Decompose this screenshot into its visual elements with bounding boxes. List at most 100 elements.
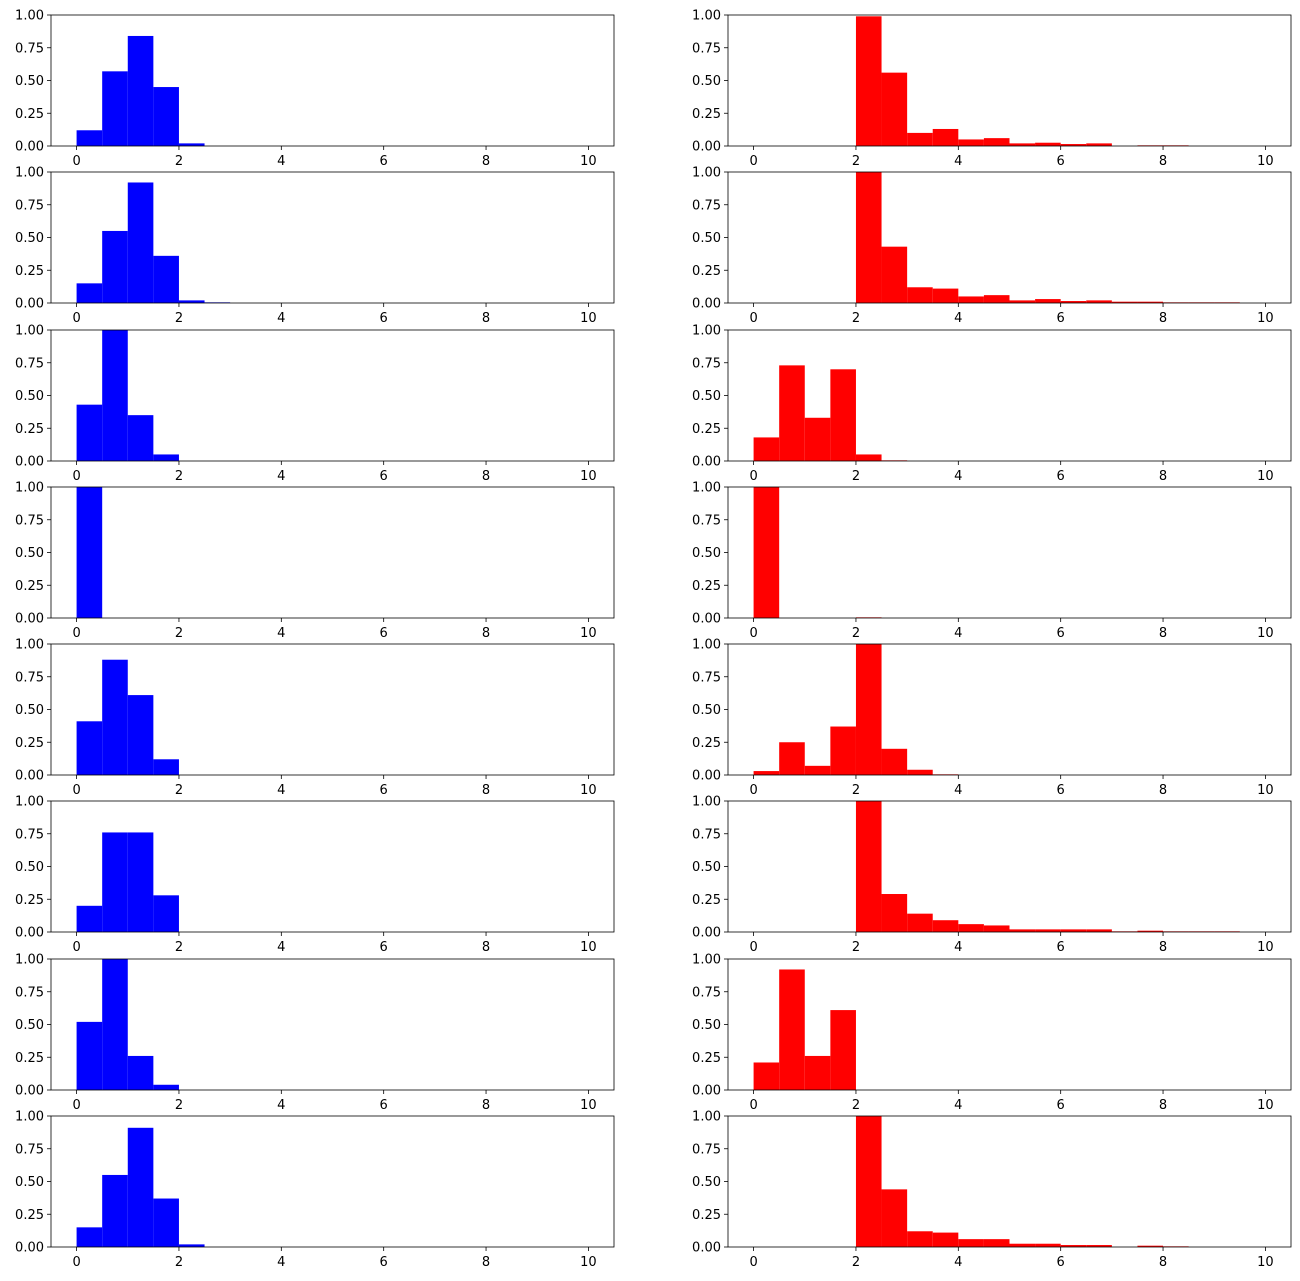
histogram-bar — [76, 404, 103, 461]
histogram-bar — [983, 925, 1010, 932]
x-tick-label: 2 — [175, 626, 183, 641]
x-tick-label: 4 — [277, 783, 285, 798]
x-tick-label: 2 — [852, 469, 860, 484]
x-tick-label: 10 — [580, 1255, 597, 1270]
histogram-bar — [907, 132, 933, 146]
histogram-bar — [127, 415, 154, 461]
y-tick-label: 0.25 — [15, 264, 44, 279]
x-tick-label: 6 — [1057, 154, 1065, 169]
x-tick-label: 10 — [1257, 311, 1274, 326]
y-tick-label: 0.00 — [692, 926, 721, 941]
y-tick-label: 0.25 — [692, 893, 721, 908]
x-tick-label: 6 — [380, 469, 388, 484]
x-tick-label: 8 — [1159, 940, 1167, 955]
histogram-bar — [1060, 929, 1087, 932]
histogram-bar — [153, 895, 179, 932]
y-tick-label: 1.00 — [15, 1110, 44, 1125]
histogram-bar — [127, 35, 154, 146]
x-tick-label: 0 — [749, 1255, 757, 1270]
subplot-r6-c0: 0 2 4 6 8 10 0.00 0.25 0.50 0.75 1.00 — [15, 953, 615, 1113]
histogram-bar — [76, 905, 103, 932]
y-tick-label: 1.00 — [692, 1110, 721, 1125]
y-tick-label: 0.00 — [15, 140, 44, 155]
x-tick-label: 6 — [1057, 1098, 1065, 1113]
histogram-bar — [153, 1198, 179, 1247]
bars — [753, 487, 882, 618]
subplot-r5-c0: 0 2 4 6 8 10 0.00 0.25 0.50 0.75 1.00 — [15, 795, 615, 955]
x-tick-label: 10 — [1257, 783, 1274, 798]
x-tick-label: 4 — [954, 1098, 962, 1113]
x-tick-label: 10 — [1257, 940, 1274, 955]
histogram-bar — [932, 288, 959, 303]
x-tick-label: 8 — [1159, 154, 1167, 169]
histogram-bar — [76, 721, 103, 775]
y-tick-label: 0.00 — [692, 1084, 721, 1099]
x-tick-label: 6 — [380, 940, 388, 955]
axes-frame — [727, 14, 1292, 147]
histogram-bar — [153, 454, 179, 461]
x-tick-label: 6 — [1057, 469, 1065, 484]
bars — [76, 832, 179, 932]
x-tick-label: 2 — [852, 1255, 860, 1270]
x-tick-label: 0 — [749, 783, 757, 798]
histogram-bar — [1009, 300, 1036, 303]
histogram-bar — [830, 1010, 856, 1090]
histogram-bar — [779, 742, 805, 775]
x-tick-label: 4 — [954, 783, 962, 798]
x-tick-label: 0 — [749, 940, 757, 955]
x-tick-label: 6 — [380, 311, 388, 326]
histogram-bar — [127, 182, 154, 303]
y-tick-label: 0.50 — [15, 1175, 44, 1190]
histogram-bar — [958, 1239, 984, 1247]
y-tick-label: 1.00 — [692, 795, 721, 810]
histogram-bar — [1086, 1245, 1112, 1247]
x-tick-label: 2 — [175, 311, 183, 326]
subplot-r3-c0: 0 2 4 6 8 10 0.00 0.25 0.50 0.75 1.00 — [15, 481, 615, 641]
x-tick-label: 0 — [72, 311, 80, 326]
y-tick-label: 0.25 — [15, 1208, 44, 1223]
x-tick-label: 10 — [1257, 154, 1274, 169]
x-tick-label: 0 — [749, 469, 757, 484]
y-tick-label: 0.50 — [15, 703, 44, 718]
x-tick-label: 2 — [175, 940, 183, 955]
x-tick-label: 2 — [852, 940, 860, 955]
histogram-bar — [1086, 143, 1112, 146]
y-tick-label: 0.00 — [15, 297, 44, 312]
y-tick-label: 0.25 — [15, 736, 44, 751]
y-tick-label: 1.00 — [15, 953, 44, 968]
y-tick-label: 0.50 — [15, 74, 44, 89]
y-tick-label: 0.75 — [15, 356, 44, 371]
histogram-bar — [1009, 929, 1036, 932]
x-tick-label: 0 — [72, 783, 80, 798]
x-tick-label: 10 — [580, 1098, 597, 1113]
y-tick-label: 1.00 — [15, 166, 44, 181]
y-tick-label: 1.00 — [15, 481, 44, 496]
histogram-bar — [881, 894, 908, 932]
x-tick-label: 0 — [72, 940, 80, 955]
subplot-r4-c0: 0 2 4 6 8 10 0.00 0.25 0.50 0.75 1.00 — [15, 638, 615, 798]
y-tick-label: 0.50 — [692, 231, 721, 246]
x-tick-label: 10 — [580, 469, 597, 484]
subplot-r4-c1: 0 2 4 6 8 10 0.00 0.25 0.50 0.75 1.00 — [692, 638, 1292, 798]
y-tick-label: 0.25 — [692, 107, 721, 122]
bars — [753, 644, 959, 775]
x-tick-label: 10 — [1257, 1098, 1274, 1113]
x-tick-label: 2 — [175, 1098, 183, 1113]
y-tick-label: 1.00 — [692, 166, 721, 181]
y-tick-label: 1.00 — [15, 9, 44, 24]
y-tick-label: 0.50 — [15, 389, 44, 404]
y-tick-label: 0.50 — [692, 1018, 721, 1033]
y-tick-label: 0.50 — [692, 546, 721, 561]
histogram-bar — [907, 913, 933, 932]
x-tick-label: 4 — [277, 940, 285, 955]
histogram-bar — [127, 832, 154, 932]
histogram-bar — [76, 130, 103, 146]
x-tick-label: 8 — [482, 311, 490, 326]
x-tick-label: 2 — [852, 1098, 860, 1113]
x-tick-label: 0 — [72, 626, 80, 641]
x-tick-label: 2 — [175, 1255, 183, 1270]
histogram-bar — [779, 969, 805, 1090]
x-tick-label: 10 — [1257, 626, 1274, 641]
histogram-bar — [753, 487, 780, 618]
y-tick-label: 0.00 — [15, 1241, 44, 1256]
